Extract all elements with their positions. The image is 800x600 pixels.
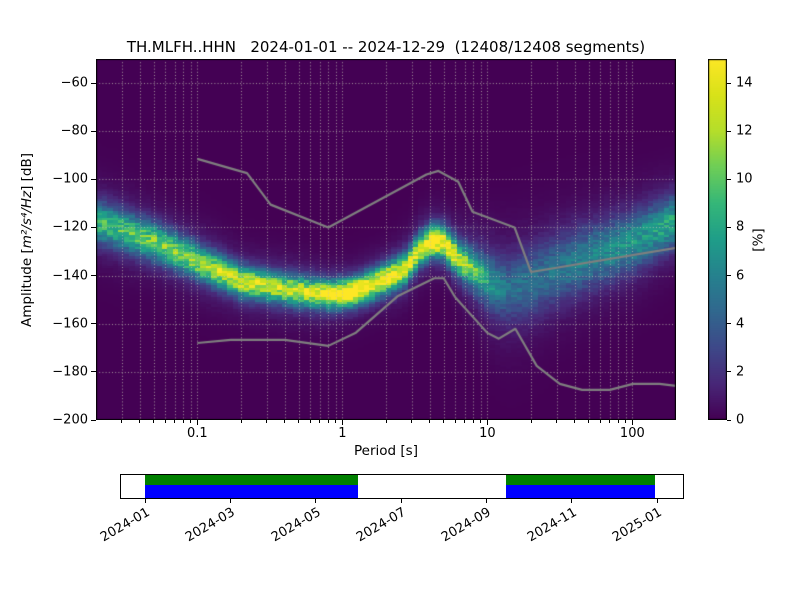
x-minor-tick: [556, 420, 558, 423]
x-minor-tick: [319, 420, 321, 423]
timeline-tick: [229, 499, 231, 503]
colorbar-tick-label: 14: [736, 75, 753, 91]
timeline-tick: [315, 499, 317, 503]
x-minor-tick: [385, 420, 387, 423]
x-major-tick: [486, 420, 488, 425]
x-minor-tick: [121, 420, 123, 423]
y-major-tick: [91, 419, 96, 421]
x-minor-tick: [190, 420, 192, 423]
x-major-tick: [196, 420, 198, 425]
x-minor-tick: [429, 420, 431, 423]
colorbar-tick-label: 2: [736, 364, 745, 380]
colorbar: [708, 59, 727, 420]
y-tick-label: −160: [52, 316, 88, 332]
y-tick-label: −180: [52, 364, 88, 380]
x-minor-tick: [298, 420, 300, 423]
x-minor-tick: [174, 420, 176, 423]
x-minor-tick: [609, 420, 611, 423]
x-minor-tick: [443, 420, 445, 423]
timeline-tick: [144, 499, 146, 503]
y-tick-label: −120: [52, 219, 88, 235]
ppsd-heatmap: [96, 59, 676, 420]
y-major-tick: [91, 275, 96, 277]
x-minor-tick: [153, 420, 155, 423]
x-minor-tick: [574, 420, 576, 423]
x-minor-tick: [164, 420, 166, 423]
x-minor-tick: [327, 420, 329, 423]
x-minor-tick: [599, 420, 601, 423]
x-axis-label: Period [s]: [354, 443, 418, 459]
y-axis-label: Amplitude [m²/s⁴/Hz] [dB]: [19, 152, 35, 327]
x-tick-label: 10: [479, 426, 496, 441]
y-major-tick: [91, 226, 96, 228]
x-minor-tick: [454, 420, 456, 423]
timeline-tick: [485, 499, 487, 503]
x-minor-tick: [588, 420, 590, 423]
timeline-bar-waveform-data: [145, 485, 358, 498]
colorbar-tick: [727, 130, 731, 132]
x-minor-tick: [284, 420, 286, 423]
plot-title: TH.MLFH..HHN 2024-01-01 -- 2024-12-29 (1…: [126, 38, 646, 56]
y-tick-label: −60: [60, 75, 88, 91]
timeline-bar-waveform-data: [505, 485, 655, 498]
x-minor-tick: [182, 420, 184, 423]
colorbar-tick-label: 8: [736, 219, 745, 235]
y-tick-label: −200: [52, 412, 88, 428]
y-tick-label: −100: [52, 171, 88, 187]
colorbar-tick-label: 4: [736, 316, 745, 332]
x-major-tick: [631, 420, 633, 425]
x-minor-tick: [625, 420, 627, 423]
x-major-tick: [341, 420, 343, 425]
colorbar-tick: [727, 371, 731, 373]
colorbar-tick: [727, 226, 731, 228]
x-minor-tick: [335, 420, 337, 423]
timeline-tick: [571, 499, 573, 503]
x-minor-tick: [464, 420, 466, 423]
x-minor-tick: [617, 420, 619, 423]
timeline-bar-processed-segments: [145, 475, 358, 485]
colorbar-tick: [727, 178, 731, 180]
x-minor-tick: [309, 420, 311, 423]
colorbar-tick-label: 12: [736, 123, 753, 139]
colorbar-tick: [727, 275, 731, 277]
timeline-tick: [400, 499, 402, 503]
y-tick-label: −140: [52, 268, 88, 284]
y-major-tick: [91, 178, 96, 180]
colorbar-tick-label: 6: [736, 268, 745, 284]
x-tick-label: 0.1: [187, 426, 208, 441]
x-minor-tick: [480, 420, 482, 423]
colorbar-tick: [727, 419, 731, 421]
y-major-tick: [91, 371, 96, 373]
x-minor-tick: [139, 420, 141, 423]
colorbar-tick: [727, 323, 731, 325]
x-minor-tick: [240, 420, 242, 423]
x-tick-label: 1: [338, 426, 347, 441]
x-minor-tick: [472, 420, 474, 423]
y-tick-label: −80: [60, 123, 88, 139]
x-minor-tick: [411, 420, 413, 423]
colorbar-tick: [727, 82, 731, 84]
y-major-tick: [91, 323, 96, 325]
x-tick-label: 100: [619, 426, 645, 441]
timeline-tick: [656, 499, 658, 503]
y-major-tick: [91, 130, 96, 132]
timeline-bar-processed-segments: [505, 475, 655, 485]
colorbar-tick-label: 0: [736, 412, 745, 428]
x-minor-tick: [530, 420, 532, 423]
colorbar-tick-label: 10: [736, 171, 753, 187]
x-minor-tick: [266, 420, 268, 423]
y-major-tick: [91, 82, 96, 84]
